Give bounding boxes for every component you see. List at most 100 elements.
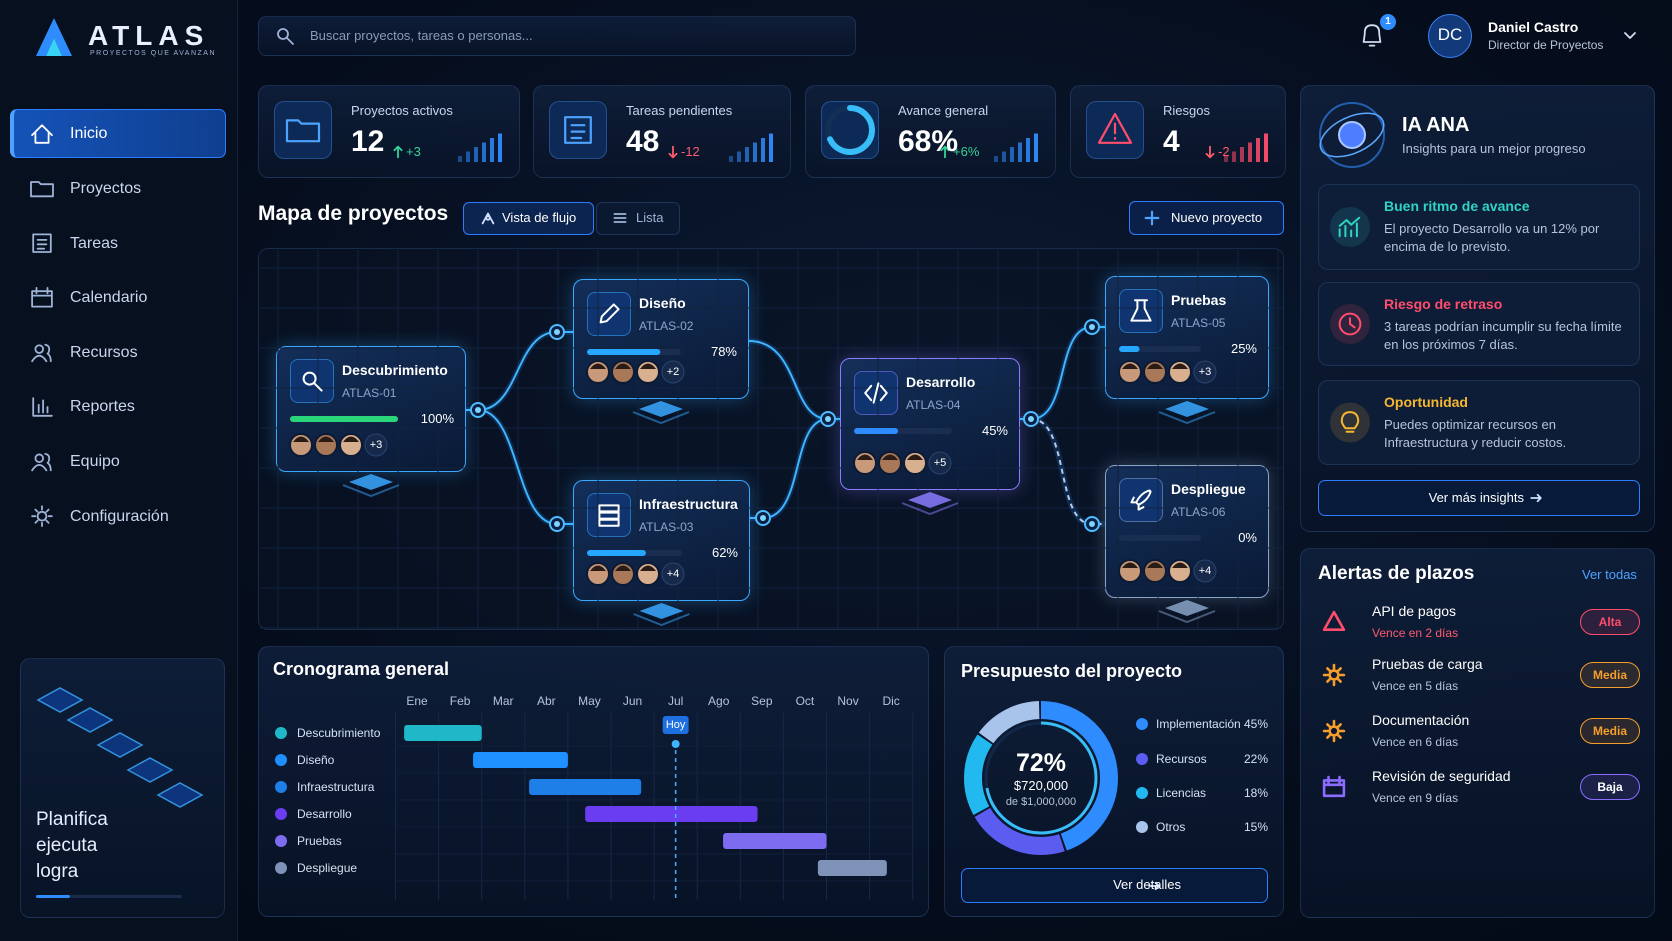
icon [613, 213, 627, 223]
notification-count: 1 [1385, 16, 1391, 27]
node-icon-box [290, 359, 334, 403]
connector [477, 409, 573, 525]
notification-badge [1380, 14, 1396, 30]
legend-label: Recursos [1156, 751, 1207, 766]
node-progress-label: 25% [1230, 341, 1257, 356]
node-name[interactable]: Pruebas [1171, 291, 1227, 308]
connector-dot-core [825, 416, 831, 422]
nav-item[interactable]: Reportes [70, 398, 135, 416]
node-code: ATLAS-05 [1171, 315, 1226, 330]
promo-block [126, 757, 174, 783]
nav-active[interactable] [10, 109, 226, 158]
node-name[interactable]: Despliegue [1171, 480, 1246, 497]
button-label[interactable]: Ver más insights [1428, 490, 1524, 505]
progress-bar [587, 550, 646, 556]
icon [1322, 719, 1346, 743]
node-pedestal-glow [901, 502, 959, 516]
nav-item[interactable]: Proyectos [70, 180, 142, 197]
nav-item[interactable]: Calendario [70, 289, 148, 307]
sparkline-bar [1034, 133, 1038, 162]
kpi-delta: +6% [953, 144, 980, 160]
legend-value: 18% [1243, 786, 1268, 800]
sparkline-bar [1264, 133, 1268, 162]
view-tab-label[interactable]: Lista [636, 210, 664, 225]
donut-segment [964, 701, 1118, 855]
view-tab-label[interactable]: Vista de flujo [502, 210, 577, 225]
avatar-hair [318, 436, 334, 442]
avatar-hair [615, 565, 631, 571]
icon [940, 145, 950, 159]
alert-name[interactable]: Documentación [1372, 711, 1470, 728]
node-name[interactable]: Desarrollo [906, 373, 976, 390]
node-progress-label: 78% [710, 344, 737, 359]
promo-line: ejecuta [36, 834, 98, 856]
ai-orb-glow [1319, 102, 1385, 168]
progress-bar [1119, 346, 1140, 352]
kpi-icon-box [549, 101, 607, 159]
promo-line: Planifica [36, 808, 108, 830]
ai-orb-ring [1319, 112, 1385, 158]
button-label[interactable]: Ver detalles [1113, 877, 1181, 892]
node-name[interactable]: Descubrimiento [342, 361, 448, 378]
avatar-hair [1147, 562, 1163, 568]
search-placeholder[interactable]: Buscar proyectos, tareas o personas... [310, 28, 533, 44]
icon [481, 212, 495, 225]
month-label: Ene [406, 694, 428, 708]
node-progress-label: 62% [711, 545, 738, 560]
row-label: Pruebas [297, 833, 342, 848]
avatar-hair [857, 454, 873, 460]
promo-block [96, 732, 144, 758]
insight-card [1318, 184, 1640, 270]
icon [30, 181, 54, 198]
alert-due: Vence en 6 días [1372, 734, 1459, 749]
node-pedestal-glow [1158, 411, 1216, 425]
icon [1130, 299, 1152, 322]
promo-line: logra [36, 860, 79, 882]
icon [1624, 32, 1636, 39]
nav-item[interactable]: Equipo [70, 453, 120, 470]
icon [32, 397, 53, 417]
alert-name[interactable]: API de pagos [1372, 602, 1457, 619]
insight-title: Buen ritmo de avance [1384, 197, 1530, 214]
node-name[interactable]: Diseño [639, 294, 686, 311]
sparkline-bar [1248, 142, 1252, 162]
row-label: Infraestructura [297, 779, 375, 794]
connector-dot-core [554, 521, 560, 527]
alert-name[interactable]: Pruebas de carga [1372, 655, 1483, 672]
node-pedestal [639, 603, 684, 619]
priority-badge [1580, 662, 1640, 688]
connector-dot-core [760, 515, 766, 521]
sparkline-bar [1224, 156, 1228, 162]
logo-mark [46, 38, 62, 56]
avatar-more-label: +4 [1198, 565, 1212, 577]
panel-title: Alertas de plazos [1318, 562, 1475, 584]
avatar-more [1193, 559, 1217, 583]
alert-name[interactable]: Revisión de seguridad [1372, 767, 1511, 784]
nav-item[interactable]: Recursos [70, 343, 138, 361]
nav-item[interactable]: Configuración [70, 507, 169, 525]
insights-button[interactable] [1318, 480, 1640, 516]
sparkline-bar [1026, 138, 1030, 162]
node-code: ATLAS-02 [639, 318, 694, 333]
month-label: Abr [537, 694, 556, 708]
nav-item[interactable]: Tareas [70, 234, 119, 252]
node-icon-box [1119, 289, 1163, 333]
node-name[interactable]: Infraestructura [639, 495, 738, 512]
node-code: ATLAS-03 [639, 519, 694, 534]
connector-glow [748, 338, 840, 422]
insight-title: Riesgo de retraso [1384, 295, 1503, 312]
button-label[interactable]: Nuevo proyecto [1171, 210, 1263, 225]
sparkline-bar [466, 151, 470, 162]
legend-dot [1136, 753, 1148, 765]
budget-amount: $720,000 [1013, 778, 1069, 793]
nav-item[interactable]: Inicio [70, 125, 108, 143]
search-box[interactable] [258, 16, 856, 56]
panel-link[interactable]: Ver todas [1582, 567, 1637, 583]
priority-badge [1580, 609, 1640, 635]
user-initials: DC [1437, 25, 1463, 44]
view-tab[interactable] [596, 202, 680, 235]
month-label: Sep [751, 694, 773, 708]
budget-button[interactable] [961, 868, 1268, 903]
connector-dot-core [1089, 324, 1095, 330]
user-avatar[interactable] [1428, 14, 1472, 58]
